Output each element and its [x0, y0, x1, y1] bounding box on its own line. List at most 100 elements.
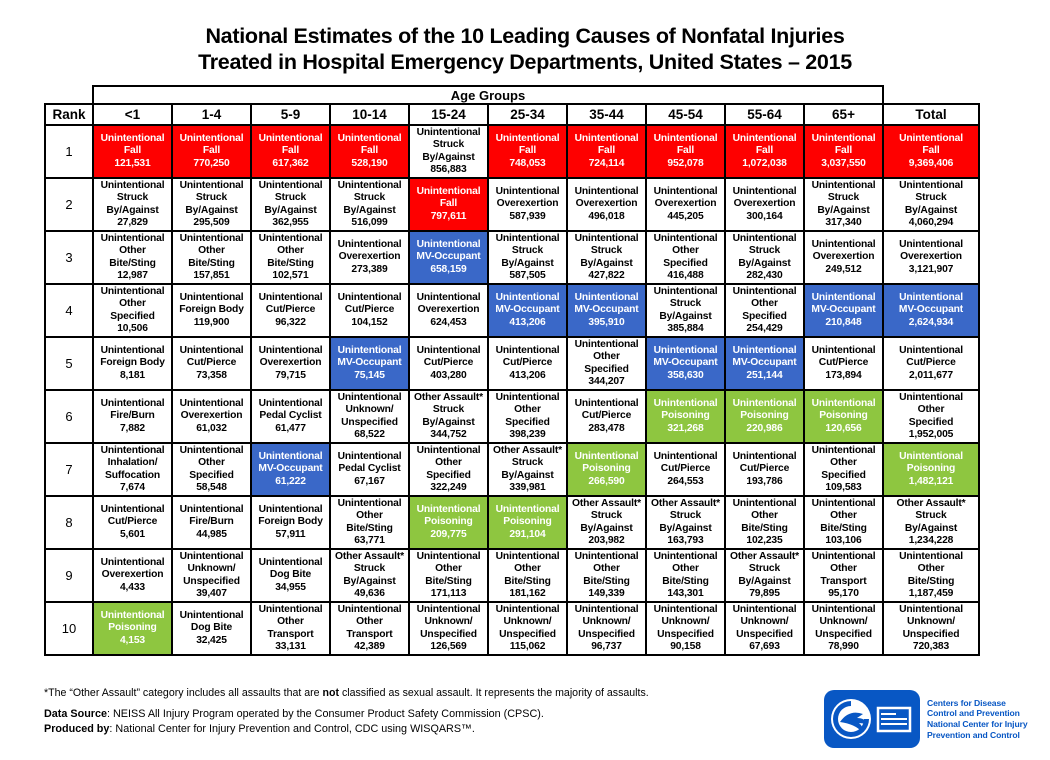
age-column-header: 45-54 — [645, 103, 726, 126]
cause-cell: Unintentional Unknown/Unspecified 90,158 — [645, 601, 726, 656]
cause-cell: Unintentional Other Specified 109,583 — [803, 442, 884, 497]
logo-text-line1: Centers for Disease — [927, 697, 1006, 708]
cause-cell: Unintentional Poisoning 321,268 — [645, 389, 726, 444]
cause-cell: Unintentional Dog Bite 32,425 — [171, 601, 252, 656]
cause-cell: Unintentional Dog Bite 34,955 — [250, 548, 331, 603]
cause-cell: Unintentional Overexertion 300,164 — [724, 177, 805, 232]
cause-cell: Unintentional Struck By/Against 587,505 — [487, 230, 568, 285]
cause-cell: Unintentional Other Bite/Sting 103,106 — [803, 495, 884, 550]
cause-cell: Unintentional Cut/Pierce 283,478 — [566, 389, 647, 444]
cause-cell: Unintentional Other Specified 58,548 — [171, 442, 252, 497]
rank-row: 10 Unintentional Poisoning 4,153 Unintention… — [44, 601, 980, 656]
rank-row: 9 Unintentional Overexertion 4,433 Unintenti… — [44, 548, 980, 603]
cause-cell: Unintentional MV-Occupant 210,848 — [803, 283, 884, 338]
cause-cell: Unintentional Poisoning 266,590 — [566, 442, 647, 497]
cause-cell: Unintentional Fall 797,611 — [408, 177, 489, 232]
cause-cell: Unintentional Overexertion 273,389 — [329, 230, 410, 285]
cause-cell: Unintentional Overexertion 445,205 — [645, 177, 726, 232]
cause-cell: Unintentional Fall 724,114 — [566, 124, 647, 179]
cause-cell: Unintentional Fire/Burn 7,882 — [92, 389, 173, 444]
rank-column-header: Rank — [44, 103, 94, 126]
corner-spacer — [883, 86, 979, 104]
cause-cell: Unintentional Other Transport 33,131 — [250, 601, 331, 656]
age-column-header: 25-34 — [487, 103, 568, 126]
cause-cell: Unintentional Cut/Pierce 5,601 — [92, 495, 173, 550]
cause-cell: Unintentional Overexertion 79,715 — [250, 336, 331, 391]
cause-cell: Unintentional Fire/Burn 44,985 — [171, 495, 252, 550]
age-column-header: 55-64 — [724, 103, 805, 126]
logo-text: Centers for Disease Control and Preventi… — [927, 698, 1045, 741]
cause-cell: Unintentional Struck By/Against 282,430 — [724, 230, 805, 285]
cause-cell: Unintentional MV-Occupant 251,144 — [724, 336, 805, 391]
cause-cell: Unintentional Unknown/Unspecified 115,062 — [487, 601, 568, 656]
cause-cell: Unintentional Other Specified 10,506 — [92, 283, 173, 338]
cause-cell: Unintentional Other Bite/Sting 171,113 — [408, 548, 489, 603]
cause-cell: Unintentional Poisoning 291,104 — [487, 495, 568, 550]
cause-cell: Unintentional Pedal Cyclist 67,167 — [329, 442, 410, 497]
cause-cell: Unintentional Other Bite/Sting 157,851 — [171, 230, 252, 285]
logo-text-line3: National Center for Injury — [927, 719, 1028, 729]
cause-cell: Unintentional Poisoning 120,656 — [803, 389, 884, 444]
cause-cell: Unintentional Unknown/Unspecified 126,569 — [408, 601, 489, 656]
produced-by-label: Produced by — [44, 722, 110, 735]
cause-cell: Unintentional Other Bite/Sting 143,301 — [645, 548, 726, 603]
cause-cell: Unintentional Unknown/Unspecified 39,407 — [171, 548, 252, 603]
cause-cell: Unintentional MV-Occupant 395,910 — [566, 283, 647, 338]
data-source-text: : NEISS All Injury Program operated by t… — [107, 708, 544, 720]
rank-row: 8 Unintentional Cut/Pierce 5,601 Unintention… — [44, 495, 980, 550]
footnote-suffix: classified as sexual assault. It represe… — [339, 687, 649, 699]
hhs-eagle-icon — [831, 699, 912, 739]
footnote-prefix: *The “Other Assault” category includes a… — [44, 687, 323, 699]
cause-cell: Unintentional Struck By/Against 295,509 — [171, 177, 252, 232]
cause-cell: Unintentional Struck By/Against 516,099 — [329, 177, 410, 232]
cause-cell: Unintentional MV-Occupant 75,145 — [329, 336, 410, 391]
rank-row: 1 Unintentional Fall 121,531 Unintentional Fa… — [44, 124, 980, 179]
cause-cell: Unintentional Struck By/Against 362,955 — [250, 177, 331, 232]
cause-cell: Unintentional Foreign Body 119,900 — [171, 283, 252, 338]
cause-cell: Unintentional Other Bite/Sting 1,187,459 — [882, 548, 980, 603]
page-title-line2: Treated in Hospital Emergency Department… — [198, 49, 852, 74]
age-column-header: 15-24 — [408, 103, 489, 126]
cdc-logo: Centers for Disease Control and Preventi… — [824, 690, 1045, 748]
cause-cell: Other Assault* Struck By/Against 339,981 — [487, 442, 568, 497]
cause-cell: Unintentional Cut/Pierce 2,011,677 — [882, 336, 980, 391]
cause-cell: Unintentional Fall 1,072,038 — [724, 124, 805, 179]
rank-cell: 6 — [44, 389, 94, 444]
age-column-header: 5-9 — [250, 103, 331, 126]
cause-cell: Unintentional Overexertion 496,018 — [566, 177, 647, 232]
age-column-header: <1 — [92, 103, 173, 126]
cause-cell: Unintentional Other Specified 398,239 — [487, 389, 568, 444]
cause-cell: Unintentional Struck By/Against 317,340 — [803, 177, 884, 232]
rank-cell: 8 — [44, 495, 94, 550]
cause-cell: Unintentional Fall 528,190 — [329, 124, 410, 179]
rank-cell: 9 — [44, 548, 94, 603]
rank-row: 6 Unintentional Fire/Burn 7,882 Unintentiona… — [44, 389, 980, 444]
logo-text-line4: Prevention and Control — [927, 729, 1020, 740]
cause-cell: Unintentional Poisoning 4,153 — [92, 601, 173, 656]
cause-cell: Unintentional Other Specified 416,488 — [645, 230, 726, 285]
cause-cell: Unintentional Fall 9,369,406 — [882, 124, 980, 179]
cause-cell: Unintentional Inhalation/Suffocation 7,674 — [92, 442, 173, 497]
logo-text-line2: Control and Prevention — [927, 708, 1020, 719]
footnote: *The “Other Assault” category includes a… — [44, 687, 649, 699]
cause-cell: Unintentional Overexertion 249,512 — [803, 230, 884, 285]
cause-cell: Unintentional Unknown/Unspecified 68,522 — [329, 389, 410, 444]
cause-cell: Unintentional Other Specified 322,249 — [408, 442, 489, 497]
injury-causes-table: Age Groups Rank <1 1-4 5-9 10-14 15-24 25-34 35-… — [44, 85, 980, 656]
cause-cell: Unintentional Overexertion 624,453 — [408, 283, 489, 338]
cause-cell: Unintentional Struck By/Against 856,883 — [408, 124, 489, 179]
source-block: Data Source: NEISS All Injury Program op… — [44, 707, 544, 736]
cause-cell: Unintentional Struck By/Against 4,060,294 — [882, 177, 980, 232]
rank-cell: 7 — [44, 442, 94, 497]
cause-cell: Unintentional Unknown/Unspecified 78,990 — [803, 601, 884, 656]
age-column-header: 35-44 — [566, 103, 647, 126]
rank-row: 4 Unintentional Other Specified 10,506 Uninte… — [44, 283, 980, 338]
cause-cell: Unintentional Overexertion 4,433 — [92, 548, 173, 603]
cause-cell: Unintentional Cut/Pierce 413,206 — [487, 336, 568, 391]
cause-cell: Unintentional Unknown/Unspecified 96,737 — [566, 601, 647, 656]
cause-cell: Other Assault* Struck By/Against 163,793 — [645, 495, 726, 550]
page-title: National Estimates of the 10 Leading Cau… — [0, 24, 1050, 76]
cause-cell: Unintentional Other Specified 254,429 — [724, 283, 805, 338]
cause-cell: Unintentional Pedal Cyclist 61,477 — [250, 389, 331, 444]
cause-cell: Unintentional MV-Occupant 658,159 — [408, 230, 489, 285]
